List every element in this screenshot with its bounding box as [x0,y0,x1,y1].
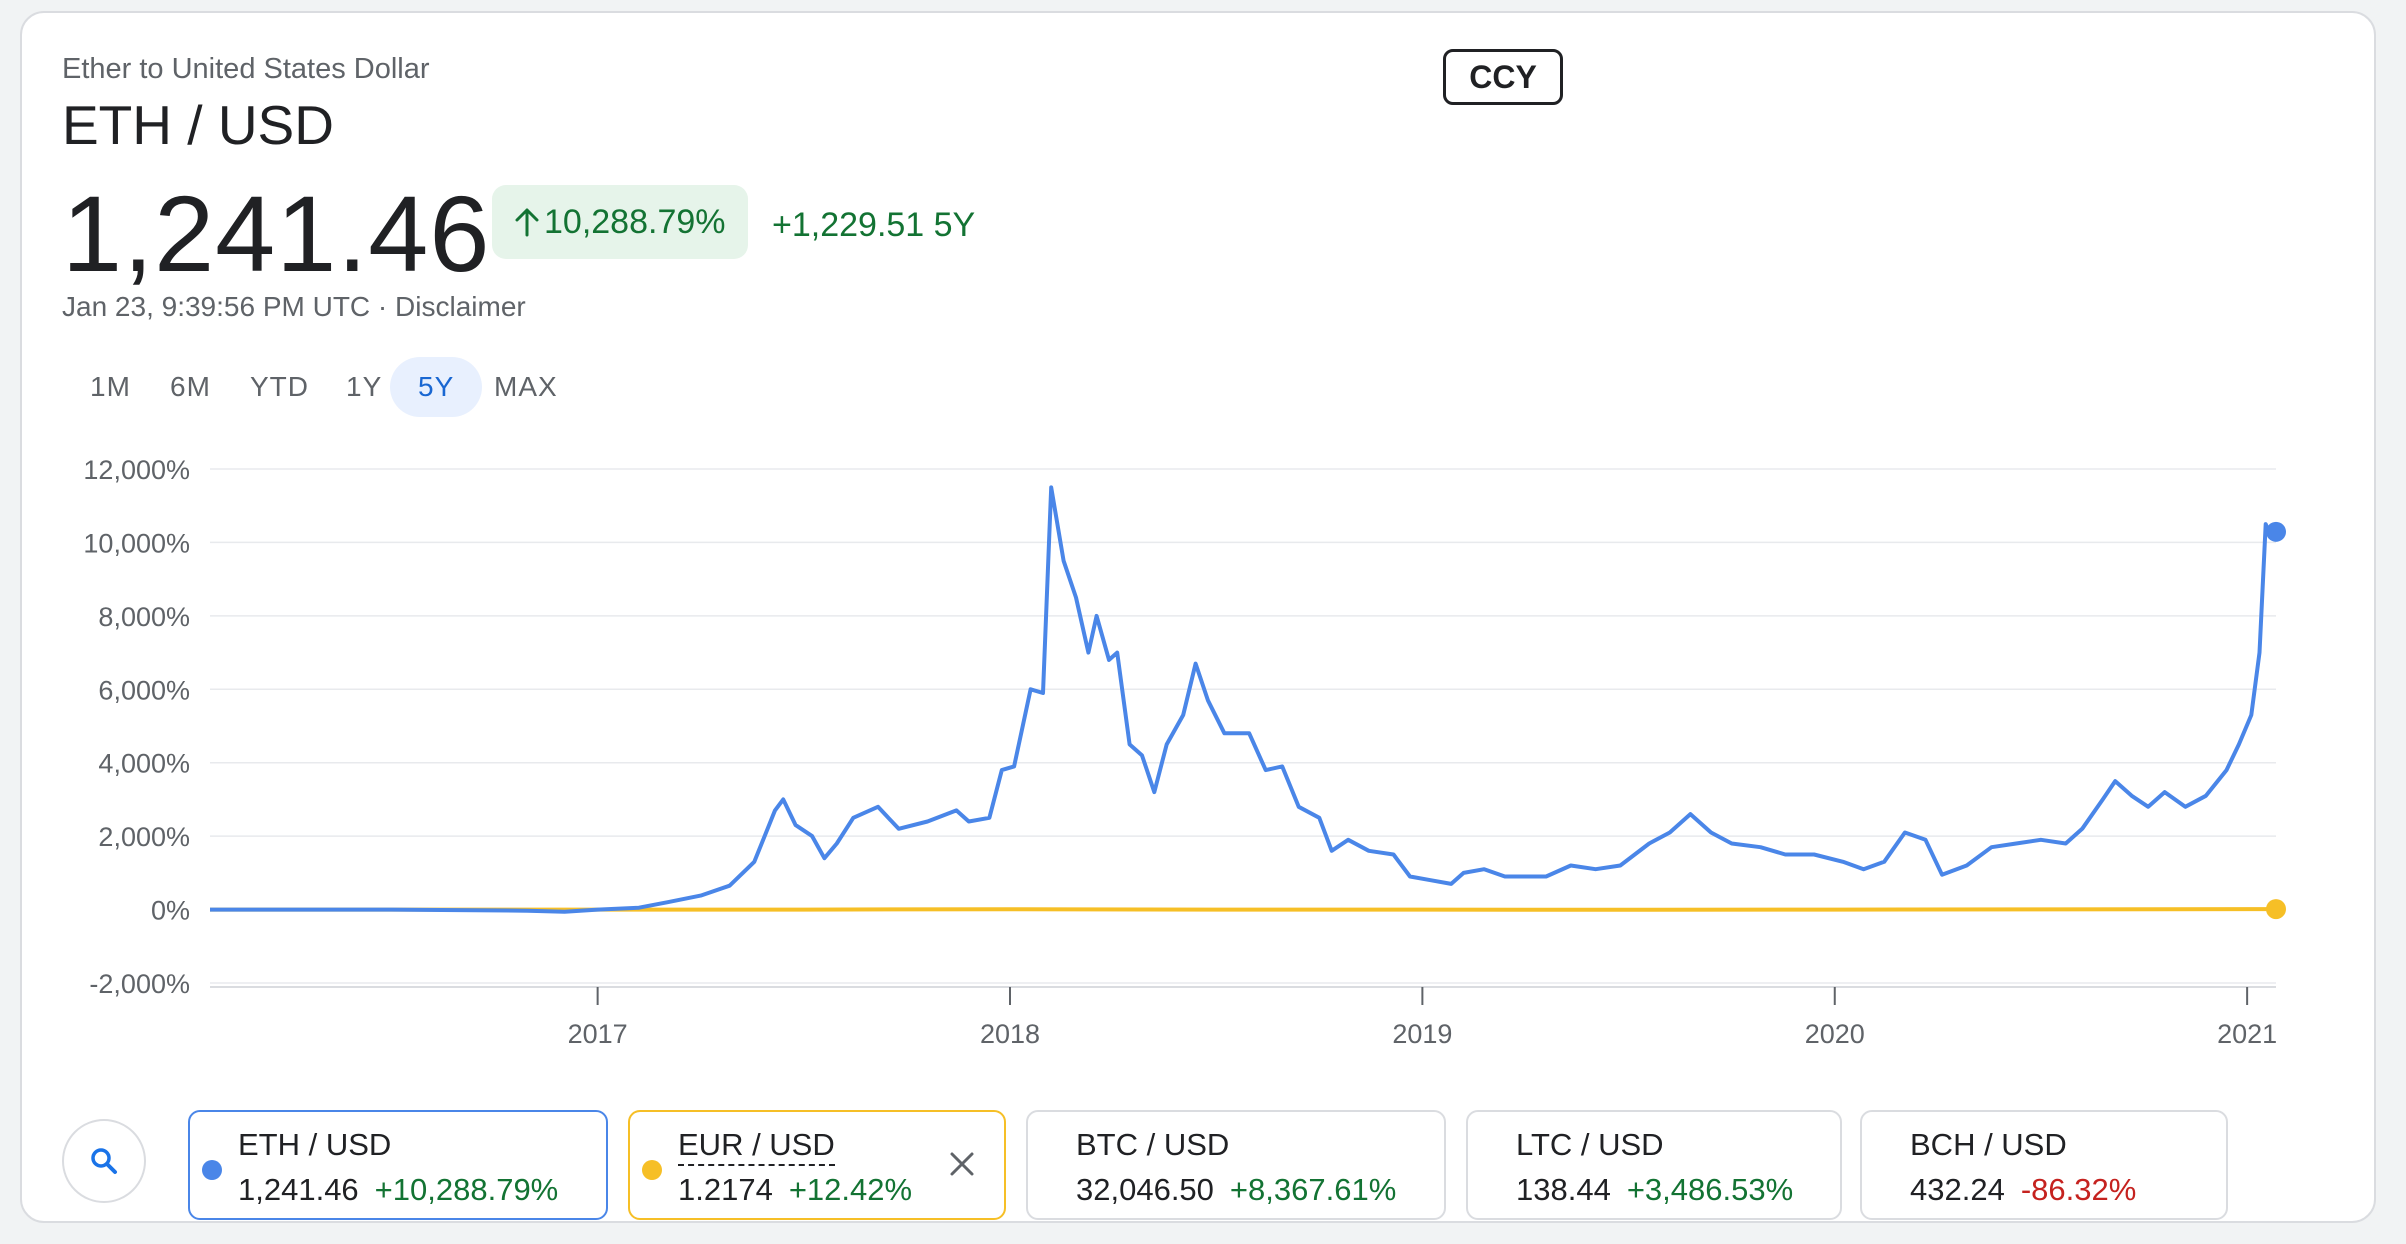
series-line-eurusd [210,907,2276,912]
compare-card-name-text: ETH / USD [238,1127,392,1162]
compare-card-btc[interactable]: BTC / USD 32,046.50 +8,367.61% [1026,1110,1446,1220]
arrow-up-icon [515,208,539,237]
series-line-ethusd [210,485,2277,914]
current-price: 1,241.46 [62,173,491,294]
range-max[interactable]: MAX [494,371,558,402]
compare-card-name-text: BCH / USD [1910,1127,2067,1162]
compare-card-change: +12.42% [788,1172,913,1207]
y-tick-label: -2,000% [89,969,190,999]
search-icon [91,1148,117,1174]
range-ytd[interactable]: YTD [250,371,309,402]
compare-search-button[interactable] [62,1119,146,1203]
compare-card-name-text: EUR / USD [678,1127,835,1166]
change-percent-value: 10,288.79% [544,202,726,241]
y-tick-label: 10,000% [83,528,190,558]
pair-description: Ether to United States Dollar [62,53,430,85]
y-tick-label: 4,000% [98,749,190,779]
change-percent-badge: 10,288.79% [492,185,748,259]
series-endpoint-eurusd [2266,899,2286,920]
x-tick-label: 2018 [980,1019,1040,1049]
y-tick-label: 8,000% [98,602,190,632]
compare-card-values: 32,046.50 +8,367.61% [1076,1172,1396,1208]
y-tick-label: 12,000% [83,455,190,485]
timestamp-separator: · [370,291,396,322]
compare-card-name: LTC / USD [1516,1127,1664,1163]
x-tick-label: 2020 [1805,1019,1865,1049]
compare-card-price: 1,241.46 [238,1172,359,1207]
timestamp: Jan 23, 9:39:56 PM UTC [62,291,371,322]
x-tick-label: 2017 [568,1019,628,1049]
compare-card-price: 32,046.50 [1076,1172,1214,1207]
chart-grid [210,468,2276,984]
compare-card-values: 138.44 +3,486.53% [1516,1172,1793,1208]
compare-card-price: 138.44 [1516,1172,1611,1207]
compare-card-price: 1.2174 [678,1172,773,1207]
compare-card-name: ETH / USD [238,1127,391,1163]
chart-lines [210,485,2286,920]
series-endpoint-ethusd [2266,521,2286,542]
compare-card-name-text: LTC / USD [1516,1127,1664,1162]
compare-card-name: BCH / USD [1910,1127,2067,1163]
close-icon[interactable] [942,1144,982,1184]
series-color-dot [202,1160,222,1180]
range-6m[interactable]: 6M [170,371,211,402]
compare-card-name: EUR / USD [678,1127,835,1166]
compare-card-bch[interactable]: BCH / USD 432.24 -86.32% [1860,1110,2228,1220]
compare-card-eur[interactable]: EUR / USD 1.2174 +12.42% [628,1110,1006,1220]
compare-card-name-text: BTC / USD [1076,1127,1230,1162]
x-tick-label: 2019 [1392,1019,1452,1049]
series-color-dot [642,1160,662,1180]
compare-card-price: 432.24 [1910,1172,2005,1207]
compare-card-ltc[interactable]: LTC / USD 138.44 +3,486.53% [1466,1110,1842,1220]
y-tick-label: 2,000% [98,822,190,852]
price-chart: 12,000% 10,000% 8,000% 6,000% 4,000% 2,000% 0%… [83,455,2286,1049]
change-absolute: +1,229.51 5Y [772,206,976,244]
x-axis: 2017 2018 2019 2020 2021 [210,986,2277,1049]
pair-title: ETH / USD [62,94,334,156]
compare-card-change: +10,288.79% [374,1172,559,1207]
compare-card-change: +3,486.53% [1626,1172,1794,1207]
disclaimer-link[interactable]: Disclaimer [395,291,526,322]
compare-card-change: +8,367.61% [1229,1172,1397,1207]
ccy-button[interactable]: CCY [1443,49,1563,105]
y-tick-label: 6,000% [98,675,190,705]
y-tick-label: 0% [151,896,190,926]
compare-card-change: -86.32% [2020,1172,2137,1207]
y-axis-labels: 12,000% 10,000% 8,000% 6,000% 4,000% 2,000% 0%… [83,455,190,999]
range-1m[interactable]: 1M [90,371,131,402]
compare-card-name: BTC / USD [1076,1127,1229,1163]
finance-card: Ether to United States Dollar ETH / USD … [20,11,2376,1223]
compare-card-values: 432.24 -86.32% [1910,1172,2136,1208]
range-1y[interactable]: 1Y [346,371,383,402]
x-tick-label: 2021 [2217,1019,2277,1049]
compare-card-eth[interactable]: ETH / USD 1,241.46 +10,288.79% [188,1110,608,1220]
compare-card-values: 1.2174 +12.42% [678,1172,912,1208]
compare-card-values: 1,241.46 +10,288.79% [238,1172,558,1208]
range-5y[interactable]: 5Y [390,357,483,417]
timestamp-line: Jan 23, 9:39:56 PM UTC · Disclaimer [62,291,526,323]
